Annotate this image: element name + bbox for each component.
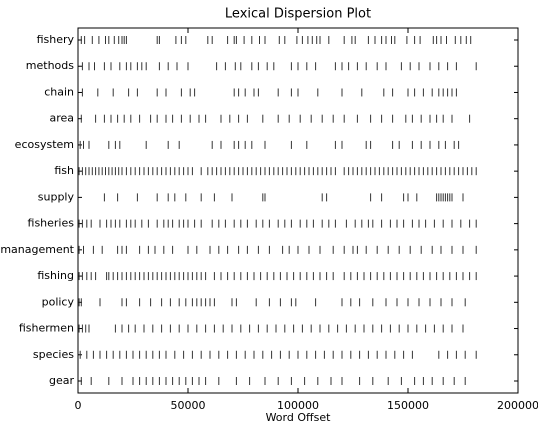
y-tick-label: area: [49, 112, 74, 125]
x-tick-label: 50000: [171, 399, 206, 412]
y-tick-label: supply: [38, 190, 75, 203]
y-tick-label: species: [33, 348, 74, 361]
y-tick-label: gear: [49, 374, 74, 387]
x-tick-label: 100000: [277, 399, 319, 412]
y-tick-label: fishing: [37, 269, 74, 282]
plot-frame: [77, 27, 519, 394]
y-tick-label: fish: [54, 164, 74, 177]
x-axis-label: Word Offset: [266, 411, 332, 424]
y-tick-label: management: [0, 243, 74, 256]
y-tick-label: fishery: [37, 33, 75, 46]
x-tick-label: 0: [75, 399, 82, 412]
chart-title: Lexical Dispersion Plot: [225, 7, 371, 22]
y-tick-label: fishermen: [19, 322, 74, 335]
y-tick-label: methods: [26, 59, 74, 72]
x-tick-label: 200000: [497, 399, 538, 412]
y-tick-label: ecosystem: [15, 138, 74, 151]
x-tick-label: 150000: [387, 399, 429, 412]
y-tick-label: fisheries: [28, 217, 75, 230]
y-tick-label: chain: [44, 85, 74, 98]
y-tick-label: policy: [42, 295, 75, 308]
